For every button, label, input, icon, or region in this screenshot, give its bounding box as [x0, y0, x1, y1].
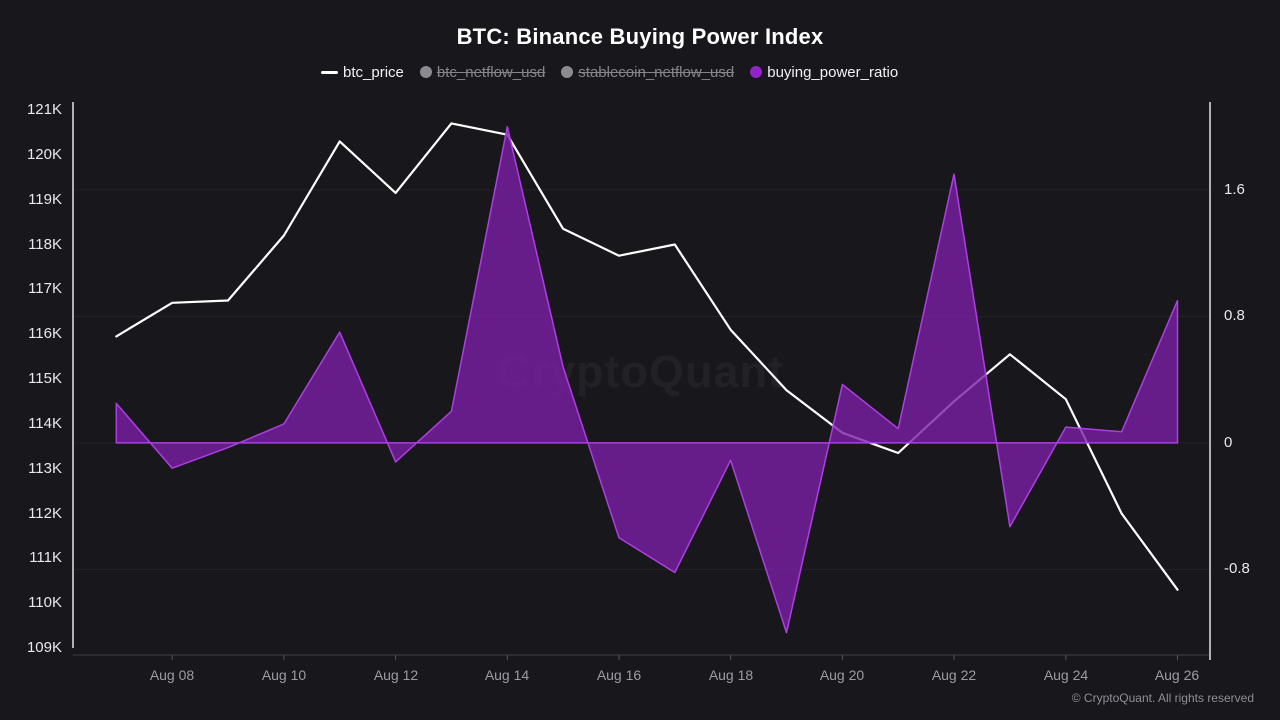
line-swatch-icon — [321, 70, 338, 74]
y-axis-label-left: 112K — [28, 505, 62, 522]
y-axis-label-left: 117K — [28, 280, 62, 297]
legend-label: buying_power_ratio — [767, 63, 899, 81]
ratio-area-path — [115, 125, 1179, 634]
legend-label: btc_price — [343, 63, 404, 81]
x-axis-label: Aug 18 — [708, 667, 754, 683]
legend-item-btc-netflow-usd[interactable]: btc_netflow_usd — [419, 63, 546, 81]
y-axis-label-left: 109K — [26, 639, 62, 656]
y-axis-label-left: 111K — [29, 549, 62, 566]
price-line-path — [115, 122, 1179, 591]
circle-swatch-icon — [419, 66, 432, 78]
circle-swatch-icon — [561, 66, 574, 78]
y-axis-label-left: 113K — [28, 460, 62, 477]
y-axis-label-left: 114K — [28, 415, 62, 432]
y-axis-label-right: 0.8 — [1224, 307, 1245, 324]
x-axis-label: Aug 24 — [1043, 667, 1089, 683]
legend-label: stablecoin_netflow_usd — [578, 63, 735, 81]
y-axis-label-left: 115K — [28, 370, 62, 387]
circle-swatch-icon — [750, 66, 763, 78]
y-axis-label-left: 110K — [28, 594, 62, 611]
x-axis-label: Aug 26 — [1154, 667, 1200, 683]
legend-item-buying-power-ratio[interactable]: buying_power_ratio — [750, 64, 898, 81]
y-axis-label-left: 118K — [28, 236, 62, 253]
x-axis-label: Aug 22 — [931, 667, 977, 683]
x-axis-label: Aug 08 — [149, 667, 195, 683]
y-axis-label-left: 120K — [26, 146, 62, 163]
y-axis-label-right: 1.6 — [1224, 181, 1245, 198]
copyright-text: © CryptoQuant. All rights reserved — [1071, 691, 1254, 705]
x-axis-label: Aug 16 — [596, 667, 642, 683]
chart-title: BTC: Binance Buying Power Index — [456, 24, 824, 49]
x-axis-label: Aug 10 — [261, 667, 307, 683]
y-axis-label-left: 116K — [28, 325, 62, 342]
x-axis-label: Aug 20 — [819, 667, 865, 683]
y-axis-label-left: 121K — [26, 101, 62, 118]
legend-item-btc-price[interactable]: btc_price — [321, 64, 404, 81]
legend: btc_price btc_netflow_usd stablecoin_net… — [321, 63, 898, 81]
y-axis-label-left: 119K — [28, 191, 62, 208]
legend-label: btc_netflow_usd — [436, 63, 546, 81]
y-axis-label-right: 0 — [1224, 434, 1233, 451]
legend-item-stablecoin-netflow-usd[interactable]: stablecoin_netflow_usd — [561, 64, 734, 81]
x-axis-label: Aug 12 — [373, 667, 419, 683]
y-axis-label-right: -0.8 — [1224, 560, 1250, 577]
x-axis-label: Aug 14 — [484, 667, 530, 683]
